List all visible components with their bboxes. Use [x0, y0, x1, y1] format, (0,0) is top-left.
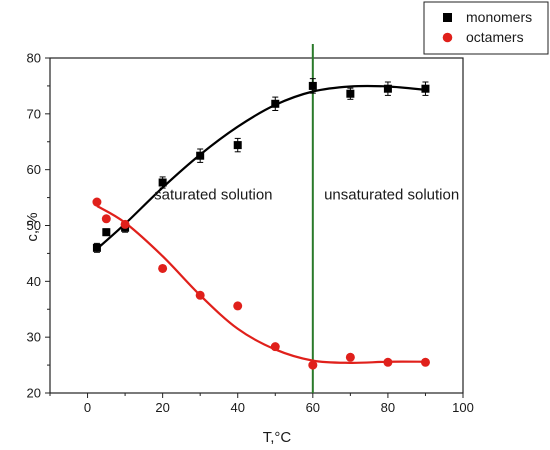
legend-label-octamers: octamers: [466, 29, 524, 45]
point-octamers: [120, 219, 130, 229]
y-axis-label: c, %: [24, 212, 41, 241]
point-octamers: [195, 290, 205, 300]
x-tick-label: 80: [381, 400, 395, 415]
legend-label-monomers: monomers: [466, 9, 532, 25]
legend-box: [423, 1, 549, 55]
x-tick-label: 40: [230, 400, 244, 415]
legend-marker-octamers: [442, 32, 453, 43]
point-octamers: [383, 357, 393, 367]
point-octamers: [101, 214, 111, 224]
annotation-saturated: saturated solution: [154, 186, 272, 203]
y-tick-label: 20: [27, 386, 41, 401]
point-octamers: [270, 342, 280, 352]
x-tick-label: 0: [84, 400, 91, 415]
y-tick-label: 80: [27, 51, 41, 66]
point-monomers: [196, 151, 205, 160]
point-monomers: [271, 99, 280, 108]
y-tick-label: 40: [27, 274, 41, 289]
y-axis-ticks: 20 30 40 50 60 70 80: [27, 51, 50, 401]
plot-frame: [49, 57, 464, 394]
x-tick-label: 20: [155, 400, 169, 415]
y-tick-label: 60: [27, 162, 41, 177]
x-axis-label: T,°C: [263, 429, 292, 446]
x-tick-label: 60: [306, 400, 320, 415]
point-monomers: [233, 141, 242, 150]
point-monomers: [308, 81, 317, 90]
fit-curve-monomers: [96, 84, 426, 250]
point-monomers: [421, 84, 430, 93]
annotation-unsaturated: unsaturated solution: [324, 186, 459, 203]
point-monomers: [102, 228, 111, 237]
plot-border: [49, 57, 464, 394]
fit-curve-octamers: [96, 205, 426, 364]
point-monomers: [92, 243, 101, 252]
fit-curves: [96, 84, 426, 364]
point-octamers: [345, 352, 355, 362]
point-octamers: [420, 357, 430, 367]
point-octamers: [92, 197, 102, 207]
x-axis-ticks: 0 20 40 60 80 100: [49, 393, 474, 415]
point-octamers: [158, 263, 168, 273]
y-tick-label: 50: [27, 218, 41, 233]
legend-marker-monomers: [443, 13, 452, 22]
point-octamers: [233, 301, 243, 311]
legend: monomers octamers: [423, 1, 549, 55]
x-tick-label: 100: [452, 400, 474, 415]
point-octamers: [308, 360, 318, 370]
point-monomers: [158, 178, 167, 187]
point-monomers: [346, 89, 355, 98]
y-tick-label: 30: [27, 330, 41, 345]
point-monomers: [383, 84, 392, 93]
data-points: [92, 78, 430, 370]
y-tick-label: 70: [27, 106, 41, 121]
